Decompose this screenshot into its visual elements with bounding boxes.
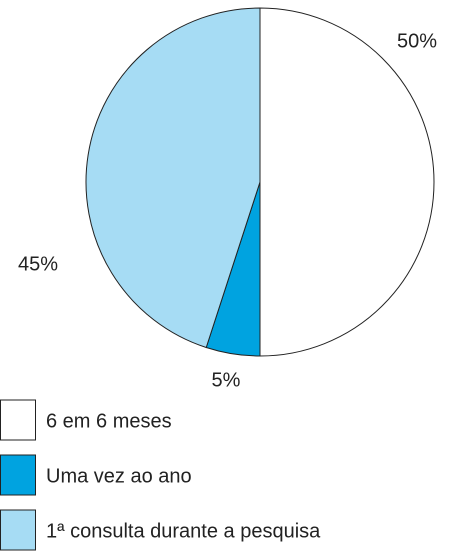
pie-slice — [259, 7, 435, 357]
legend-swatch — [0, 509, 36, 551]
legend-swatch — [0, 454, 36, 496]
legend-label: 6 em 6 meses — [46, 410, 172, 432]
legend-swatch — [0, 399, 36, 441]
data-label: 5% — [212, 369, 241, 391]
legend-label: 1ª consulta durante a pesquisa — [46, 520, 321, 542]
data-label: 50% — [397, 30, 437, 52]
pie-slice — [85, 7, 261, 349]
data-label: 45% — [18, 253, 58, 275]
legend-label: Uma vez ao ano — [46, 465, 192, 487]
